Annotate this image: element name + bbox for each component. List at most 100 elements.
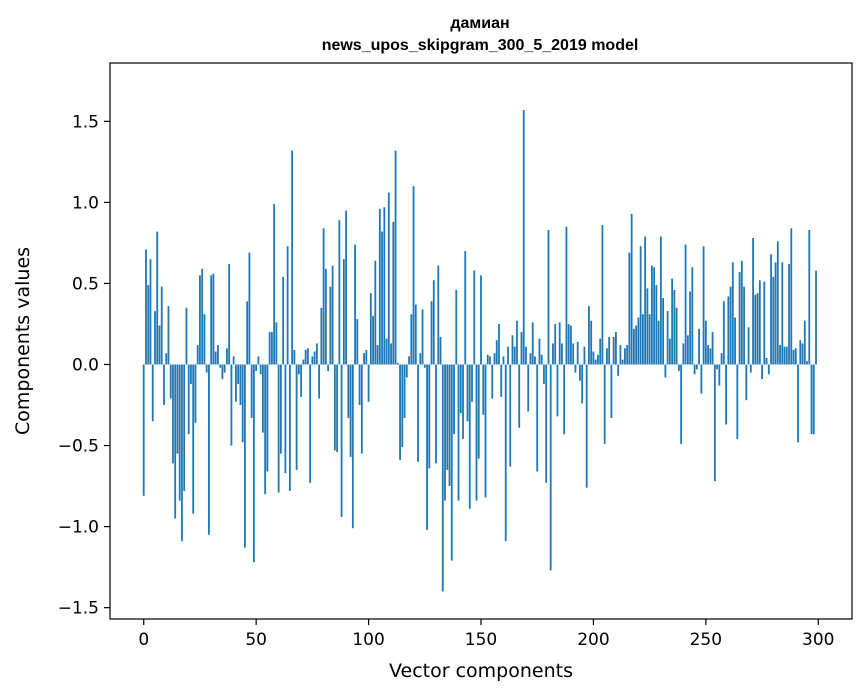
bar bbox=[329, 286, 332, 365]
bar bbox=[758, 280, 761, 365]
bar bbox=[320, 307, 323, 365]
x-tick-label: 200 bbox=[577, 630, 609, 650]
bar bbox=[585, 364, 588, 488]
bar bbox=[538, 338, 541, 365]
bar bbox=[491, 364, 494, 399]
bar bbox=[581, 364, 584, 404]
bar bbox=[223, 364, 226, 373]
bar bbox=[606, 348, 608, 365]
bar bbox=[187, 364, 190, 435]
bar bbox=[244, 364, 246, 548]
bar bbox=[552, 343, 554, 365]
bar bbox=[358, 364, 361, 406]
bar bbox=[500, 364, 503, 397]
bar bbox=[165, 353, 168, 365]
bar bbox=[169, 364, 172, 399]
bar bbox=[367, 364, 370, 402]
bar bbox=[430, 301, 433, 365]
bar bbox=[300, 364, 303, 397]
bar bbox=[783, 346, 786, 365]
bar bbox=[482, 364, 485, 415]
bar bbox=[381, 231, 383, 365]
bar bbox=[803, 320, 806, 365]
bar bbox=[556, 364, 559, 417]
bar bbox=[749, 364, 752, 373]
bar bbox=[414, 304, 417, 365]
bar bbox=[439, 336, 442, 365]
x-axis-label: Vector components bbox=[389, 660, 573, 682]
bar bbox=[264, 364, 267, 495]
bar bbox=[183, 364, 186, 491]
bar bbox=[785, 346, 788, 365]
bar bbox=[772, 276, 775, 365]
bar bbox=[293, 349, 296, 365]
bar bbox=[612, 336, 615, 365]
bar bbox=[761, 364, 763, 380]
bar bbox=[318, 364, 321, 399]
bar bbox=[615, 332, 617, 365]
bar bbox=[621, 359, 624, 365]
y-tick-label: 1.0 bbox=[72, 193, 99, 213]
bar bbox=[765, 358, 768, 365]
bar bbox=[360, 364, 363, 454]
bar bbox=[275, 322, 278, 365]
bar bbox=[788, 264, 790, 365]
bar bbox=[192, 364, 195, 514]
bar bbox=[529, 353, 532, 365]
bar bbox=[145, 249, 147, 365]
x-tick-label: 300 bbox=[802, 630, 834, 650]
bar bbox=[435, 364, 437, 464]
bar bbox=[142, 364, 145, 496]
bar bbox=[792, 349, 795, 365]
bar bbox=[752, 238, 754, 365]
bar bbox=[677, 364, 680, 371]
bar bbox=[734, 317, 736, 365]
bar bbox=[232, 356, 235, 365]
bar bbox=[468, 364, 471, 509]
bar bbox=[315, 343, 318, 365]
chart-title: дамиан bbox=[450, 15, 509, 32]
y-axis-label: Components values bbox=[12, 247, 34, 435]
bar bbox=[525, 346, 527, 365]
bar bbox=[812, 364, 815, 435]
bar bbox=[408, 356, 410, 365]
bar bbox=[444, 364, 446, 501]
bar bbox=[693, 364, 696, 375]
bar bbox=[295, 364, 298, 470]
bar bbox=[345, 210, 347, 365]
bar bbox=[160, 286, 163, 365]
bar bbox=[684, 244, 687, 365]
bar bbox=[288, 364, 291, 491]
bar bbox=[781, 262, 784, 365]
bar bbox=[226, 348, 228, 365]
bar bbox=[655, 285, 658, 365]
bar bbox=[599, 338, 602, 365]
bar bbox=[477, 364, 480, 459]
bar bbox=[594, 359, 597, 365]
bar bbox=[297, 364, 300, 375]
bar bbox=[597, 354, 599, 365]
bar bbox=[547, 229, 550, 365]
bar bbox=[558, 322, 561, 365]
bar bbox=[509, 364, 512, 467]
bar bbox=[369, 293, 372, 365]
bar bbox=[590, 320, 593, 365]
y-tick-label: −0.5 bbox=[58, 437, 99, 457]
bar bbox=[446, 364, 449, 470]
bar bbox=[576, 341, 579, 365]
bar bbox=[387, 192, 390, 365]
bar bbox=[763, 281, 766, 365]
bar bbox=[484, 364, 487, 498]
bar bbox=[342, 259, 345, 365]
bar bbox=[230, 364, 233, 446]
plot-frame bbox=[109, 62, 853, 620]
bar bbox=[486, 354, 489, 365]
bar bbox=[450, 364, 453, 561]
bar bbox=[277, 364, 280, 493]
bar bbox=[199, 275, 201, 365]
bar bbox=[302, 359, 305, 365]
bar bbox=[441, 364, 444, 592]
bar bbox=[147, 285, 150, 365]
bar bbox=[279, 364, 282, 454]
bar bbox=[464, 251, 467, 365]
